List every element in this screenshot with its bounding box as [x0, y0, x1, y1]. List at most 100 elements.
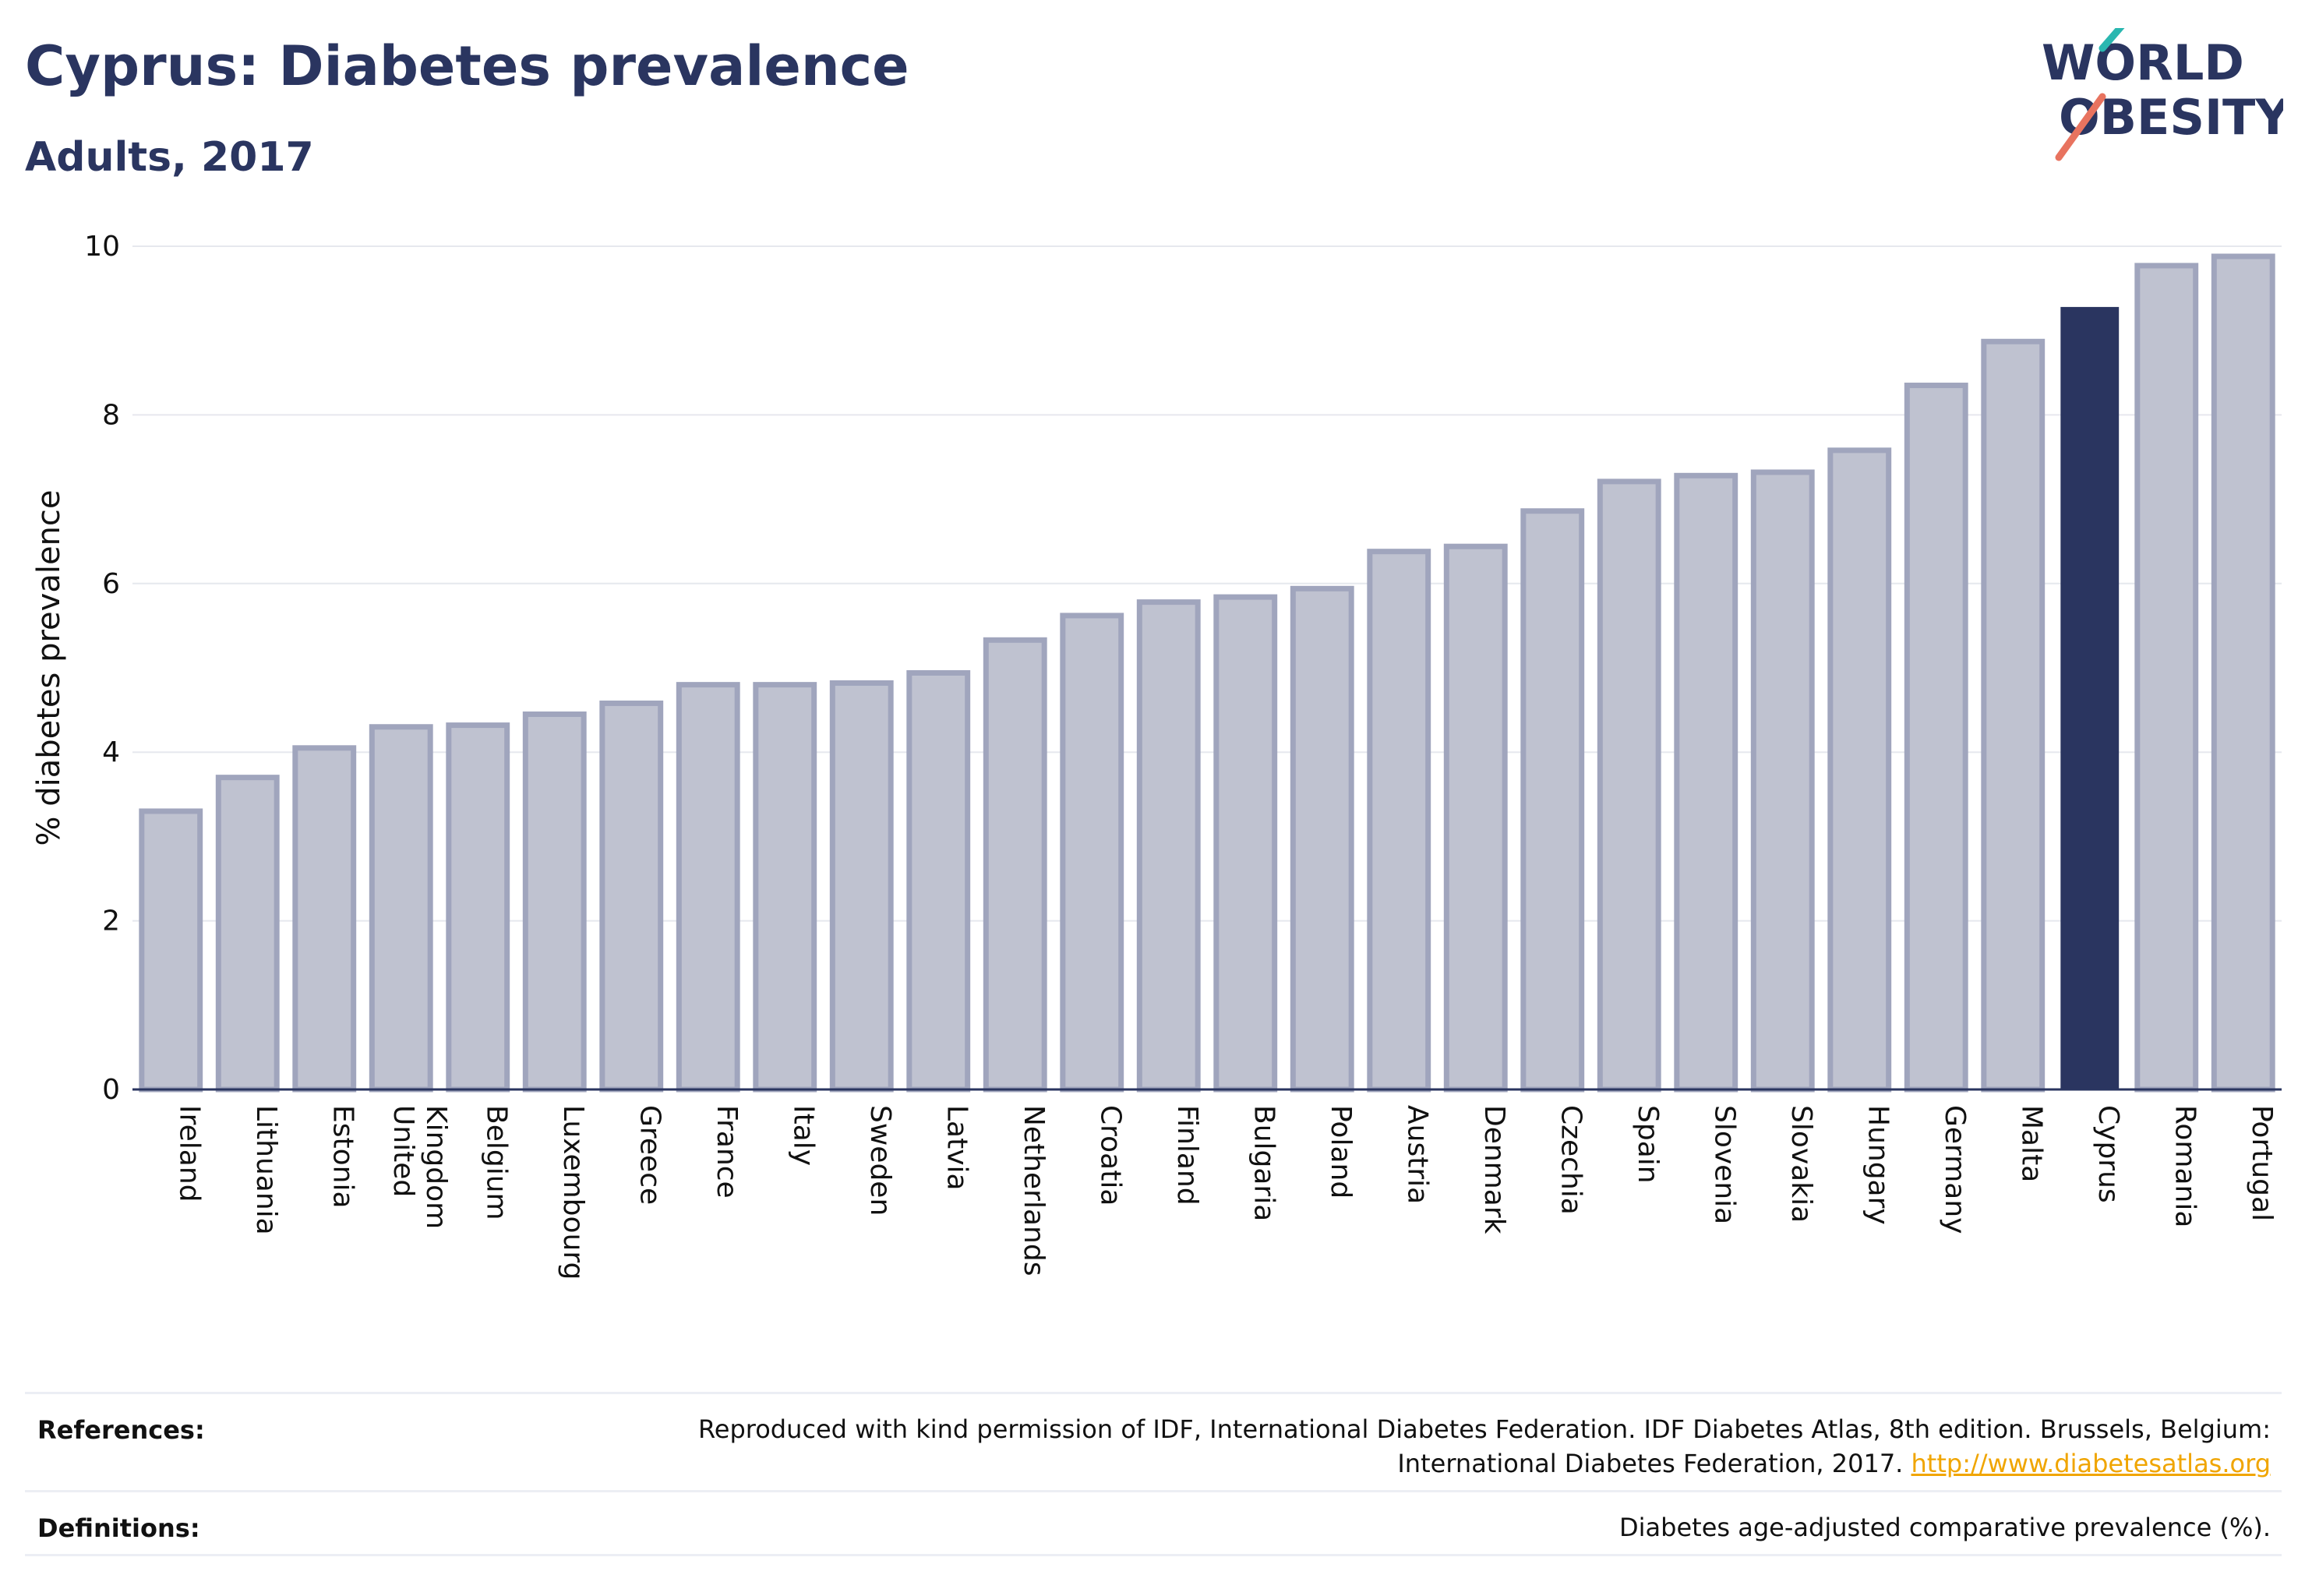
x-tick-label-line: United: [387, 1105, 419, 1197]
x-tick-label: Spain: [1632, 1105, 1664, 1184]
x-tick-label-line: Cyprus: [2092, 1105, 2124, 1203]
bar: [2134, 263, 2199, 1093]
bar: [1290, 585, 1354, 1093]
x-tick-label: Finland: [1171, 1105, 1203, 1206]
bar: [1827, 447, 1892, 1093]
bar: [676, 682, 740, 1093]
bar: [983, 637, 1047, 1093]
y-tick-label: 8: [102, 399, 120, 431]
x-tick-label: Greece: [634, 1105, 665, 1205]
x-tick-label: Estonia: [327, 1105, 358, 1209]
chart-subtitle: Adults, 2017: [25, 134, 314, 181]
references-line1: Reproduced with kind permission of IDF, …: [697, 1414, 2271, 1444]
y-tick-label: 0: [102, 1074, 120, 1106]
bar: [1904, 383, 1968, 1093]
x-tick-label-line: Latvia: [941, 1105, 972, 1191]
y-tick-label: 10: [84, 231, 120, 263]
x-tick-label-line: Slovakia: [1785, 1105, 1817, 1223]
x-tick-label: Belgium: [480, 1105, 512, 1220]
bar: [1750, 469, 1815, 1093]
x-tick-label: UnitedKingdom: [387, 1105, 452, 1229]
x-tick-label: Italy: [787, 1105, 819, 1166]
bar: [1443, 543, 1508, 1093]
x-tick-label: Hungary: [1862, 1105, 1894, 1225]
bar: [1981, 338, 2046, 1093]
x-tick-label-line: Luxembourg: [557, 1105, 589, 1280]
x-tick-label: Netherlands: [1018, 1105, 1050, 1276]
x-tick-label-line: Belgium: [480, 1105, 512, 1220]
logo-line1: WORLD: [2042, 34, 2244, 91]
x-tick-label-line: Poland: [1325, 1105, 1357, 1199]
y-axis-label: % diabetes prevalence: [31, 489, 67, 846]
bar-chart: 0 2 4 6 8 10 Ireland Lithuania Estonia UnitedKing…: [31, 231, 2282, 1280]
bar: [215, 775, 280, 1093]
bar-highlight: [2060, 306, 2120, 1089]
x-tick-label-line: Denmark: [1478, 1105, 1510, 1234]
bar: [906, 669, 971, 1093]
bar: [1136, 599, 1201, 1093]
x-tick-label-line: Netherlands: [1018, 1105, 1050, 1276]
bar: [446, 722, 510, 1093]
bar: [1674, 472, 1738, 1093]
references-label: References:: [37, 1415, 205, 1445]
x-tick-label: Romania: [2169, 1105, 2201, 1227]
x-tick-label-line: Portugal: [2246, 1105, 2278, 1221]
x-tick-label-line: Croatia: [1094, 1105, 1126, 1206]
x-tick-label: Croatia: [1094, 1105, 1126, 1206]
x-tick-label-line: Austria: [1401, 1105, 1433, 1204]
logo-slash-coral: [2055, 93, 2106, 161]
x-tick-label-line: Estonia: [327, 1105, 358, 1209]
footer-divider-top: [25, 1392, 2282, 1394]
bar: [753, 682, 817, 1093]
x-tick-label: Germany: [1939, 1105, 1971, 1234]
x-tick-label-line: Sweden: [864, 1105, 896, 1216]
x-tick-label: Luxembourg: [557, 1105, 589, 1280]
bar: [522, 711, 587, 1093]
bar: [1060, 613, 1124, 1093]
x-tick-label: France: [711, 1105, 743, 1199]
bar: [139, 808, 203, 1093]
footer-divider-bottom: [25, 1554, 2282, 1556]
bar: [1213, 594, 1278, 1093]
bar: [829, 680, 894, 1093]
bar: [1367, 549, 1431, 1093]
world-obesity-logo: WORLD OBESITY: [2042, 28, 2283, 161]
y-tick-label: 4: [102, 736, 120, 768]
x-tick-label: Latvia: [941, 1105, 972, 1191]
references-text: Reproduced with kind permission of IDF, …: [698, 1412, 2271, 1481]
x-tick-label-line: Czechia: [1555, 1105, 1587, 1215]
definitions-text: Diabetes age-adjusted comparative preval…: [1619, 1513, 2271, 1542]
x-tick-label: Czechia: [1555, 1105, 1587, 1215]
bar: [2211, 253, 2275, 1093]
references-line2: International Diabetes Federation, 2017.…: [698, 1446, 2271, 1481]
x-tick-label-line: Spain: [1632, 1105, 1664, 1184]
x-tick-label: Malta: [2015, 1105, 2047, 1182]
logo-line2: OBESITY: [2059, 89, 2283, 146]
x-tick-label-line: Italy: [787, 1105, 819, 1166]
x-tick-label-line: Slovenia: [1708, 1105, 1740, 1224]
x-tick-label-line: France: [711, 1105, 743, 1199]
x-tick-label-line: Lithuania: [250, 1105, 282, 1235]
x-tick-label: Poland: [1325, 1105, 1357, 1199]
x-tick-label-line: Finland: [1171, 1105, 1203, 1206]
logo-slash-teal: [2099, 28, 2125, 52]
bar: [292, 745, 357, 1093]
x-tick-label: Sweden: [864, 1105, 896, 1216]
bar: [369, 724, 433, 1093]
x-tick-label: Austria: [1401, 1105, 1433, 1204]
definitions-label: Definitions:: [37, 1513, 200, 1543]
y-tick-label: 2: [102, 906, 120, 937]
x-tick-label: Cyprus: [2092, 1105, 2124, 1203]
y-tick-label: 6: [102, 568, 120, 600]
x-tick-label-line: Greece: [634, 1105, 665, 1205]
x-tick-label: Slovakia: [1785, 1105, 1817, 1223]
x-tick-label-line: Kingdom: [420, 1105, 452, 1229]
footer-divider-mid: [25, 1490, 2282, 1492]
chart-title: Cyprus: Diabetes prevalence: [25, 34, 909, 98]
bar: [599, 700, 664, 1093]
references-line2-text: International Diabetes Federation, 2017.: [1397, 1449, 1904, 1478]
x-tick-label: Lithuania: [250, 1105, 282, 1235]
bar: [1597, 478, 1661, 1093]
x-tick-label-line: Malta: [2015, 1105, 2047, 1182]
references-link[interactable]: http://www.diabetesatlas.org: [1911, 1449, 2271, 1478]
